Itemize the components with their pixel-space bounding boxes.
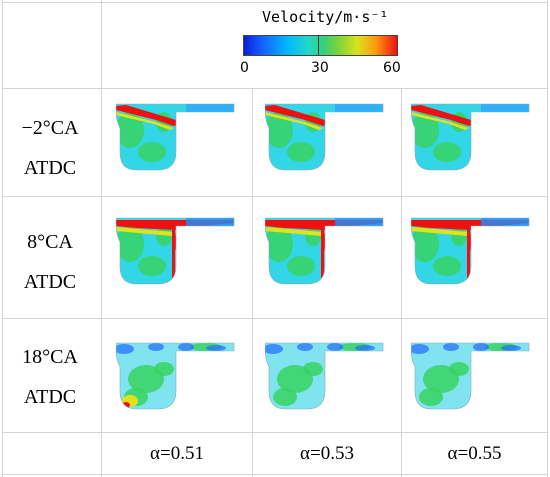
velocity-region bbox=[116, 344, 134, 354]
domain-outline bbox=[411, 217, 530, 285]
row-label-angle: 18°CA bbox=[22, 346, 78, 368]
row-label-angle: −2°CA bbox=[21, 117, 79, 139]
velocity-region bbox=[265, 112, 293, 148]
row-label-atdc: ATDC bbox=[23, 157, 77, 179]
domain-outline bbox=[411, 342, 530, 410]
row-label-1: −2°CA ATDC bbox=[0, 108, 100, 188]
velocity-region bbox=[433, 142, 461, 162]
velocity-region bbox=[303, 362, 323, 376]
grid-line bbox=[101, 0, 102, 477]
domain-outline bbox=[116, 103, 235, 171]
velocity-region bbox=[148, 343, 164, 351]
column-label-1: α=0.51 bbox=[150, 443, 204, 464]
legend-title: Velocity/m·s⁻¹ bbox=[262, 8, 389, 26]
velocity-region bbox=[297, 343, 313, 351]
velocity-region bbox=[178, 343, 194, 351]
velocity-region bbox=[355, 345, 375, 351]
intake-runner bbox=[481, 218, 529, 226]
colorbar-midline bbox=[318, 35, 319, 55]
velocity-contour-panel bbox=[265, 103, 384, 171]
velocity-region bbox=[287, 142, 315, 162]
domain-outline bbox=[411, 103, 530, 171]
domain-outline bbox=[265, 103, 384, 171]
velocity-region bbox=[287, 256, 315, 276]
velocity-region bbox=[501, 345, 521, 351]
column-label-2: α=0.53 bbox=[300, 443, 354, 464]
velocity-region bbox=[411, 344, 429, 354]
velocity-region bbox=[116, 226, 144, 262]
grid-line bbox=[2, 196, 548, 197]
wall-flow bbox=[321, 228, 324, 284]
wall-flow bbox=[467, 228, 470, 284]
grid-line bbox=[2, 318, 548, 319]
intake-jet-edge bbox=[411, 112, 469, 130]
tick-label-0: 0 bbox=[240, 60, 249, 76]
domain-outline bbox=[116, 217, 235, 285]
velocity-contour-panel bbox=[265, 217, 384, 285]
tick-label-30: 30 bbox=[311, 60, 329, 76]
grid-line bbox=[252, 88, 253, 477]
velocity-region bbox=[273, 388, 297, 406]
grid-line bbox=[2, 432, 548, 433]
velocity-contour-panel bbox=[411, 342, 530, 410]
intake-runner bbox=[335, 218, 383, 226]
velocity-contour-panel bbox=[265, 342, 384, 410]
velocity-region bbox=[419, 388, 443, 406]
column-label-3: α=0.55 bbox=[447, 443, 502, 464]
grid-line bbox=[401, 88, 402, 477]
intake-runner bbox=[186, 104, 234, 112]
grid-line bbox=[2, 0, 3, 477]
velocity-region bbox=[122, 402, 130, 408]
row-label-3: 18°CA ATDC bbox=[0, 337, 100, 417]
velocity-region bbox=[138, 256, 166, 276]
velocity-region bbox=[411, 226, 439, 262]
intake-runner bbox=[335, 104, 383, 112]
row-label-atdc: ATDC bbox=[23, 386, 77, 408]
intake-runner bbox=[481, 104, 529, 112]
domain-outline bbox=[265, 342, 384, 410]
intake-runner bbox=[186, 218, 234, 226]
domain-outline bbox=[116, 342, 235, 410]
velocity-region bbox=[138, 142, 166, 162]
intake-jet-edge bbox=[265, 227, 323, 236]
velocity-region bbox=[433, 256, 461, 276]
velocity-region bbox=[411, 112, 439, 148]
velocity-contour-panel bbox=[116, 217, 235, 285]
intake-jet-edge bbox=[411, 227, 469, 236]
colorbar bbox=[243, 35, 398, 56]
intake-jet-edge bbox=[116, 227, 174, 236]
velocity-contour-panel bbox=[411, 103, 530, 171]
row-label-2: 8°CA ATDC bbox=[0, 222, 100, 302]
velocity-region bbox=[265, 226, 293, 262]
velocity-region bbox=[154, 362, 174, 376]
velocity-region bbox=[206, 345, 226, 351]
intake-jet bbox=[411, 105, 474, 126]
grid-line bbox=[547, 0, 548, 477]
row-label-angle: 8°CA bbox=[27, 231, 73, 253]
intake-jet-edge bbox=[116, 112, 174, 130]
velocity-contour-panel bbox=[116, 342, 235, 410]
intake-jet bbox=[116, 105, 179, 126]
tick-label-60: 60 bbox=[383, 60, 401, 76]
velocity-contour-panel bbox=[116, 103, 235, 171]
velocity-region bbox=[265, 344, 283, 354]
wall-flow bbox=[172, 228, 175, 284]
row-label-atdc: ATDC bbox=[23, 271, 77, 293]
velocity-contour-panel bbox=[411, 217, 530, 285]
intake-jet bbox=[265, 105, 328, 126]
velocity-region bbox=[449, 362, 469, 376]
velocity-region bbox=[327, 343, 343, 351]
velocity-region bbox=[116, 112, 144, 148]
velocity-region bbox=[443, 343, 459, 351]
intake-jet-edge bbox=[265, 112, 323, 130]
domain-outline bbox=[265, 217, 384, 285]
grid-line bbox=[2, 2, 548, 3]
grid-line bbox=[2, 474, 548, 475]
velocity-region bbox=[473, 343, 489, 351]
grid-line bbox=[2, 88, 548, 89]
